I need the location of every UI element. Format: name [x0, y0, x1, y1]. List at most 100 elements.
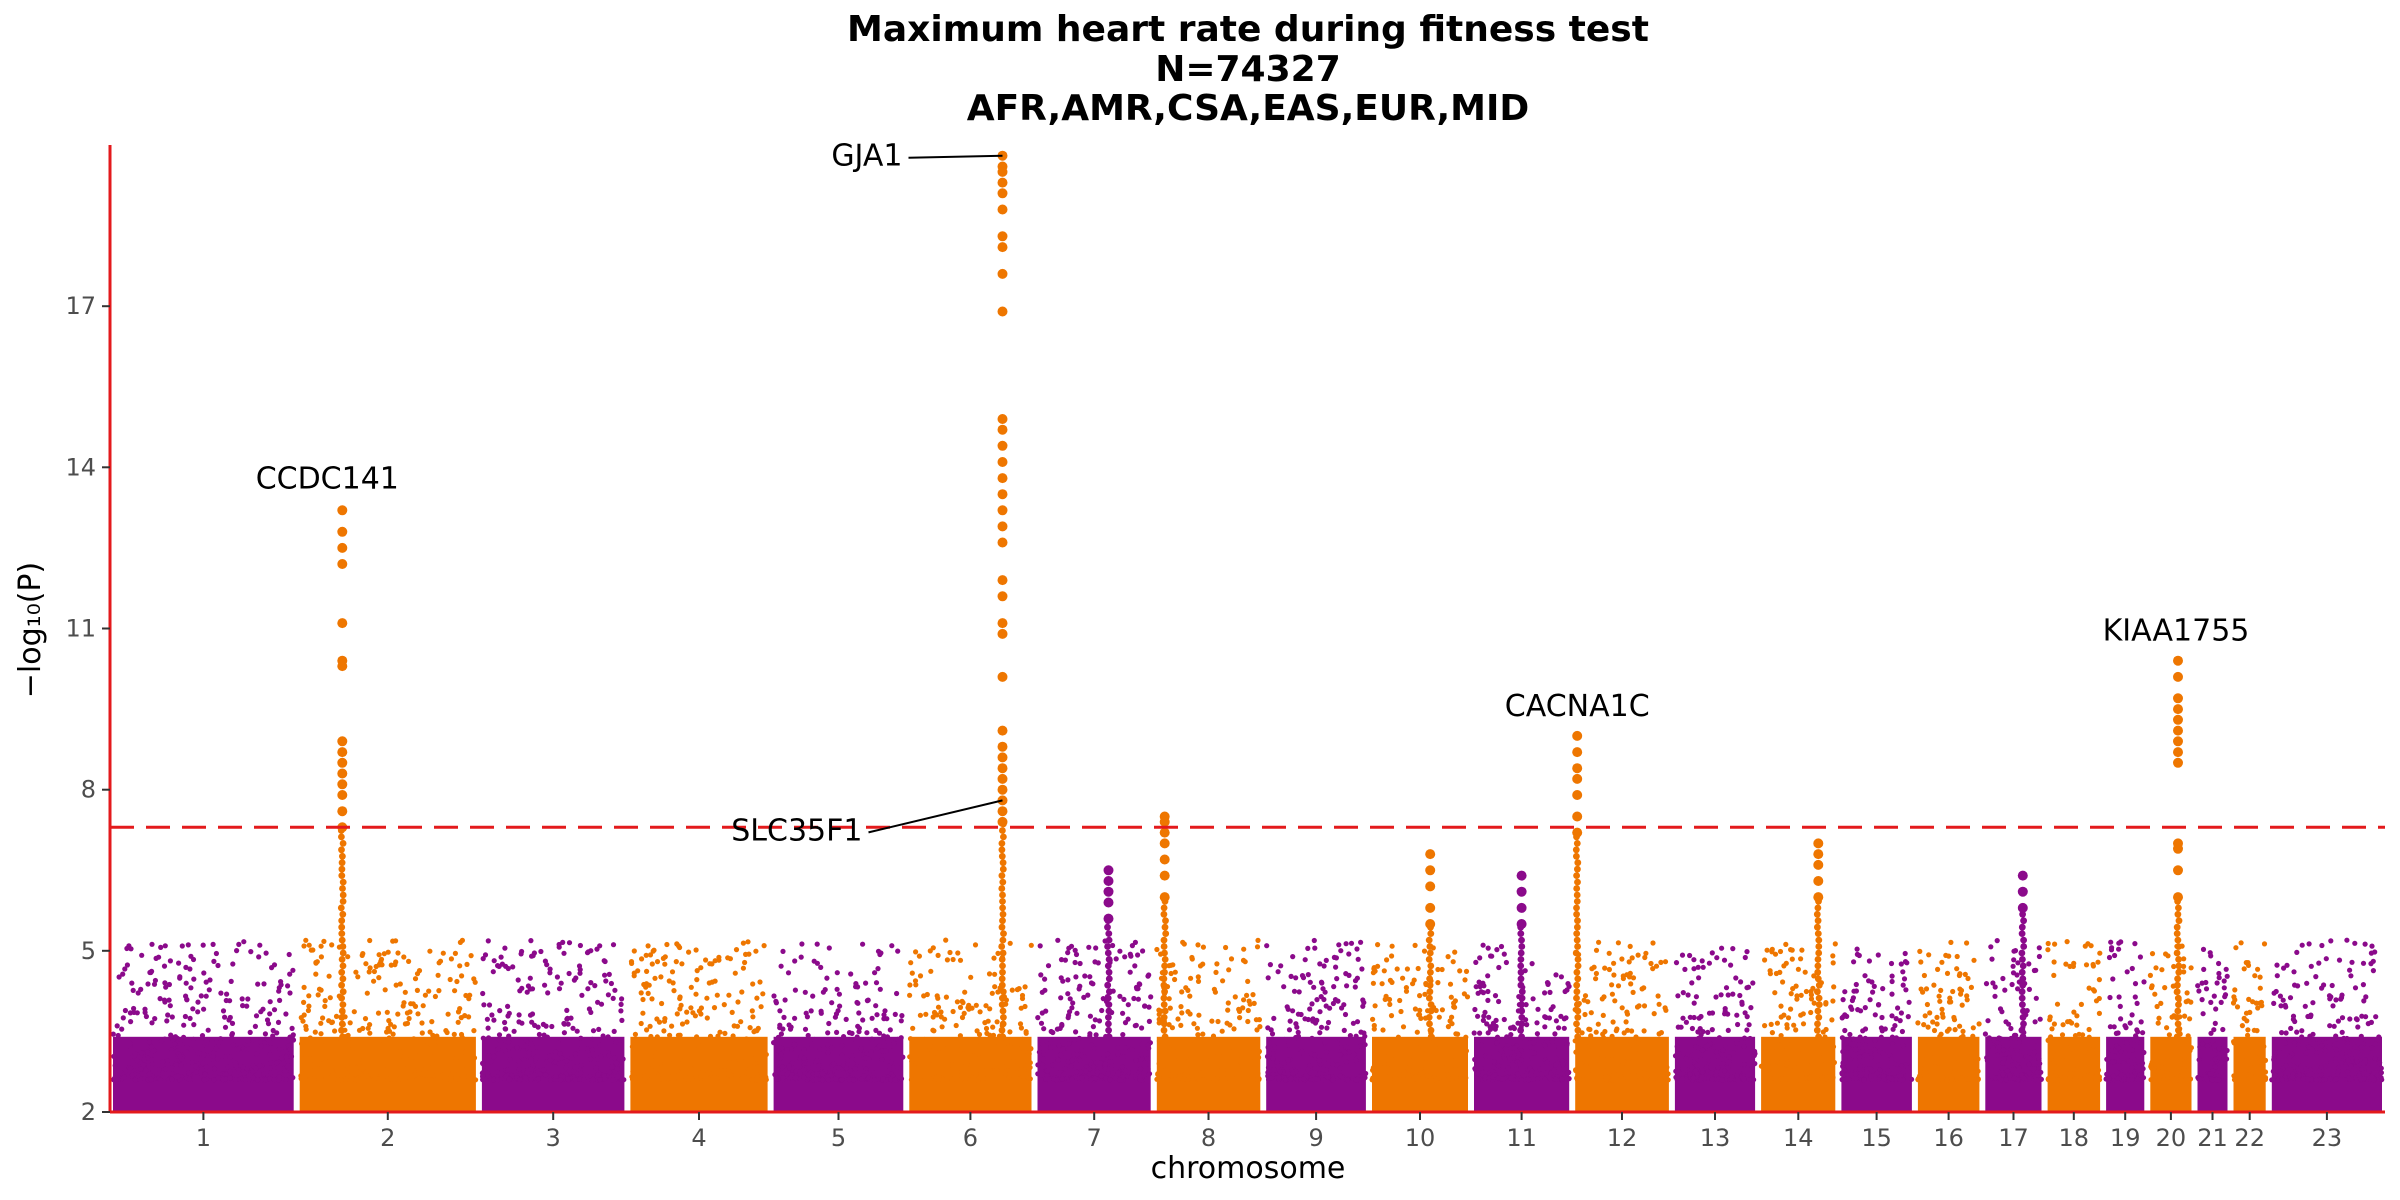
snp-point	[162, 1066, 168, 1072]
snp-point	[1316, 1057, 1323, 1064]
snp-point	[957, 957, 964, 963]
snp-point	[1852, 1071, 1858, 1077]
snp-point	[2116, 1045, 2122, 1051]
snp-point	[2232, 987, 2238, 993]
snp-point	[678, 1002, 684, 1009]
snp-point	[1938, 987, 1944, 994]
snp-point	[1001, 1069, 1008, 1075]
snp-point	[209, 1061, 215, 1067]
snp-point	[656, 1066, 662, 1072]
snp-point	[1658, 1077, 1664, 1083]
snp-point	[1187, 1011, 1193, 1017]
snp-point	[2169, 1065, 2175, 1071]
snp-point	[729, 1009, 735, 1016]
snp-point	[1636, 1046, 1642, 1052]
snp-point	[164, 1018, 170, 1024]
snp-point	[834, 986, 840, 992]
snp-point	[1241, 997, 1247, 1003]
snp-point	[1180, 1056, 1186, 1062]
snp-point	[1706, 960, 1712, 966]
snp-point	[1135, 996, 1141, 1002]
snp-point	[2333, 1047, 2339, 1053]
snp-point	[1452, 1004, 1458, 1010]
snp-point	[773, 1075, 779, 1081]
snp-point	[869, 1036, 875, 1042]
snp-point	[1265, 1044, 1271, 1050]
snp-point	[763, 1074, 769, 1080]
snp-point	[1022, 1046, 1028, 1052]
snp-point	[1719, 945, 1725, 951]
snp-point	[521, 1057, 527, 1063]
snp-point	[1305, 972, 1311, 978]
snp-point	[661, 1018, 668, 1024]
snp-point	[656, 1019, 663, 1025]
snp-point	[970, 1065, 976, 1071]
snp-point	[824, 975, 830, 981]
snp-point	[384, 1067, 390, 1073]
snp-point	[895, 948, 901, 954]
snp-point	[1197, 963, 1204, 969]
snp-point	[1081, 994, 1087, 1001]
snp-point	[161, 963, 168, 969]
snp-point	[1876, 1002, 1882, 1008]
snp-point	[2221, 985, 2227, 991]
snp-point	[459, 973, 465, 979]
snp-point	[1628, 981, 1634, 987]
snp-point	[1624, 1011, 1631, 1017]
snp-point	[388, 1021, 394, 1027]
snp-point	[1528, 1044, 1534, 1050]
snp-point	[124, 945, 130, 952]
snp-point	[306, 942, 312, 948]
snp-point	[620, 1056, 626, 1062]
snp-point	[131, 1009, 137, 1016]
snp-point	[1389, 979, 1395, 986]
snp-point	[1312, 1065, 1318, 1071]
snp-point	[662, 1050, 668, 1056]
snp-point	[943, 937, 949, 943]
snp-point	[1925, 1024, 1931, 1030]
snp-point	[590, 1076, 596, 1082]
snp-point	[2074, 1045, 2080, 1051]
snp-point	[199, 1033, 206, 1039]
snp-point	[818, 964, 824, 971]
snp-point	[457, 939, 463, 946]
snp-point	[1318, 1024, 1325, 1030]
snp-point	[571, 1068, 577, 1074]
snp-point	[2310, 1031, 2316, 1037]
snp-point	[1266, 1040, 1272, 1046]
snp-point	[969, 1005, 975, 1011]
snp-point	[959, 1014, 966, 1021]
snp-point	[1337, 1065, 1343, 1071]
snp-point	[116, 974, 122, 980]
snp-point	[382, 987, 388, 993]
snp-point	[1317, 961, 1323, 967]
snp-point	[2112, 952, 2118, 959]
snp-point	[652, 1049, 658, 1056]
snp-point	[2011, 1075, 2017, 1081]
snp-point	[2138, 1077, 2144, 1083]
snp-point	[561, 1030, 568, 1036]
snp-point	[921, 1036, 928, 1043]
snp-point	[845, 1057, 851, 1063]
snp-point	[909, 1058, 915, 1064]
snp-point	[2283, 1062, 2289, 1069]
snp-point	[1389, 953, 1395, 959]
snp-point	[1773, 1064, 1779, 1070]
snp-point	[402, 989, 408, 995]
snp-point	[640, 996, 646, 1003]
snp-point	[1380, 1052, 1386, 1058]
snp-point	[1730, 991, 1736, 997]
snp-point	[2209, 1077, 2215, 1083]
snp-point	[855, 1000, 861, 1006]
snp-point	[630, 1068, 636, 1075]
snp-point	[2314, 1050, 2320, 1056]
snp-point	[1221, 1049, 1227, 1055]
snp-point	[1109, 1059, 1115, 1065]
snp-point	[386, 1035, 392, 1041]
snp-point	[467, 1065, 473, 1071]
snp-point	[674, 1011, 680, 1017]
snp-point	[1566, 1076, 1572, 1082]
snp-point	[1989, 1063, 1995, 1069]
snp-point	[1007, 1029, 1013, 1035]
snp-point	[1324, 1049, 1330, 1055]
